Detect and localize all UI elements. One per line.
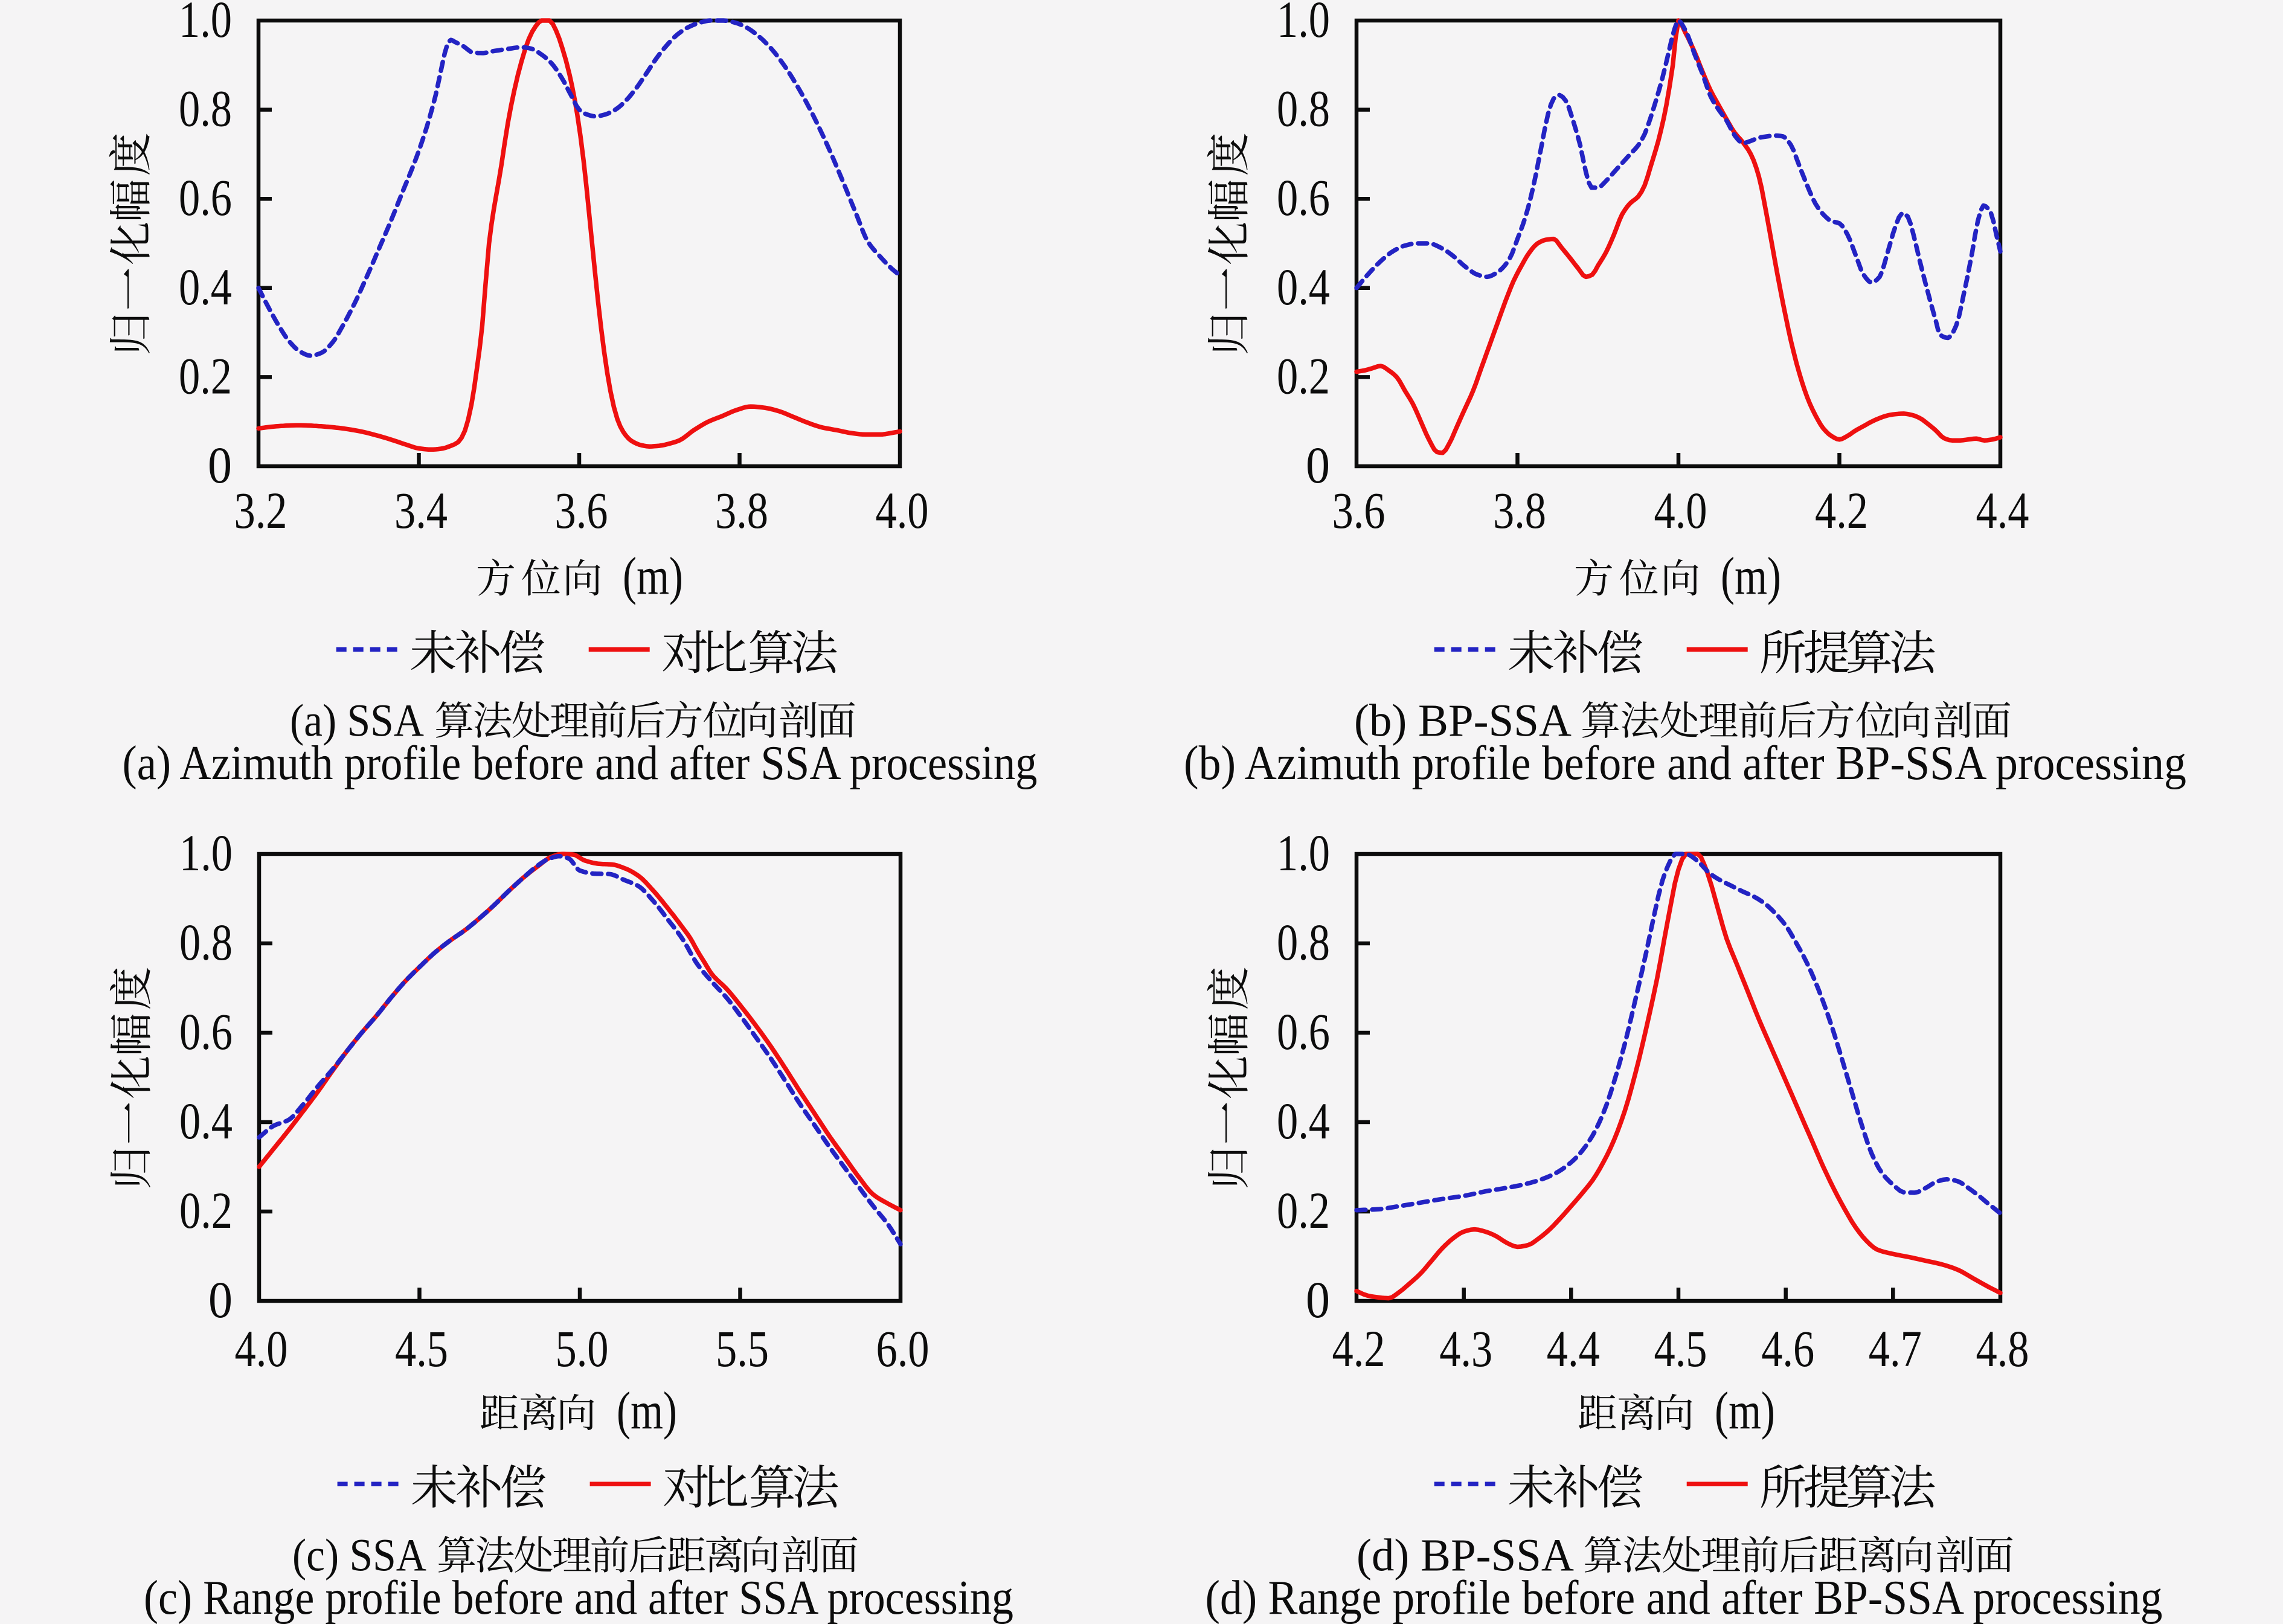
svg-text:0.6: 0.6 [1277, 1003, 1330, 1061]
svg-text:(m): (m) [1715, 1382, 1775, 1440]
svg-text:4.4: 4.4 [1547, 1320, 1600, 1378]
svg-text:0.2: 0.2 [1277, 1181, 1330, 1239]
svg-text:3.2: 3.2 [234, 481, 287, 539]
svg-text:4.5: 4.5 [1654, 1320, 1707, 1378]
svg-text:4.0: 4.0 [1654, 481, 1707, 539]
svg-text:(m): (m) [623, 547, 683, 606]
svg-text:(d) Range profile before and a: (d) Range profile before and after BP-SS… [1206, 1571, 2163, 1624]
svg-text:0.8: 0.8 [1277, 80, 1330, 138]
svg-text:(m): (m) [1721, 547, 1781, 606]
svg-text:0.8: 0.8 [1277, 913, 1330, 971]
svg-text:(a) Azimuth profile before and: (a) Azimuth profile before and after SSA… [123, 737, 1038, 790]
svg-text:1.0: 1.0 [179, 824, 233, 882]
svg-text:3.4: 3.4 [394, 481, 448, 539]
svg-text:4.2: 4.2 [1332, 1320, 1386, 1378]
svg-text:0.4: 0.4 [179, 258, 232, 316]
svg-text:0: 0 [208, 436, 232, 494]
svg-text:3.6: 3.6 [1332, 481, 1386, 539]
svg-text:4.8: 4.8 [1976, 1320, 2029, 1378]
svg-text:4.4: 4.4 [1976, 481, 2029, 539]
svg-text:4.0: 4.0 [235, 1320, 288, 1378]
svg-text:4.3: 4.3 [1439, 1320, 1492, 1378]
svg-text:0.2: 0.2 [179, 1181, 233, 1239]
svg-text:(b) BP-SSA: (b) BP-SSA [1354, 696, 1572, 746]
svg-text:(m): (m) [617, 1382, 677, 1440]
svg-text:0.8: 0.8 [179, 80, 232, 138]
svg-text:0: 0 [208, 1271, 233, 1329]
svg-text:4.2: 4.2 [1815, 481, 1868, 539]
svg-text:6.0: 6.0 [876, 1320, 930, 1378]
svg-text:3.8: 3.8 [1493, 481, 1546, 539]
svg-text:0.2: 0.2 [1277, 347, 1330, 405]
svg-text:0.4: 0.4 [1277, 1092, 1330, 1150]
svg-text:5.0: 5.0 [556, 1320, 609, 1378]
svg-text:0: 0 [1306, 1271, 1330, 1329]
svg-text:(a) SSA: (a) SSA [290, 696, 424, 746]
svg-text:0.2: 0.2 [179, 347, 232, 405]
svg-text:0: 0 [1306, 436, 1330, 494]
svg-text:3.6: 3.6 [555, 481, 608, 539]
svg-text:1.0: 1.0 [179, 0, 232, 48]
svg-text:(b) Azimuth profile before and: (b) Azimuth profile before and after BP-… [1184, 737, 2186, 790]
svg-text:(c) Range profile before and a: (c) Range profile before and after SSA p… [144, 1571, 1013, 1624]
svg-text:0.8: 0.8 [179, 913, 233, 971]
svg-text:4.7: 4.7 [1869, 1320, 1922, 1378]
svg-text:(c) SSA: (c) SSA [292, 1530, 426, 1581]
svg-text:0.4: 0.4 [1277, 258, 1330, 316]
svg-text:4.5: 4.5 [395, 1320, 448, 1378]
svg-text:0.6: 0.6 [179, 1003, 233, 1061]
svg-text:0.6: 0.6 [1277, 168, 1330, 226]
svg-text:5.5: 5.5 [716, 1320, 769, 1378]
svg-text:1.0: 1.0 [1277, 824, 1330, 882]
svg-text:0.6: 0.6 [179, 168, 232, 226]
svg-text:3.8: 3.8 [715, 481, 768, 539]
svg-text:(d) BP-SSA: (d) BP-SSA [1357, 1530, 1574, 1581]
svg-text:1.0: 1.0 [1277, 0, 1330, 48]
svg-text:4.0: 4.0 [876, 481, 929, 539]
svg-text:4.6: 4.6 [1761, 1320, 1814, 1378]
svg-text:0.4: 0.4 [179, 1092, 233, 1150]
